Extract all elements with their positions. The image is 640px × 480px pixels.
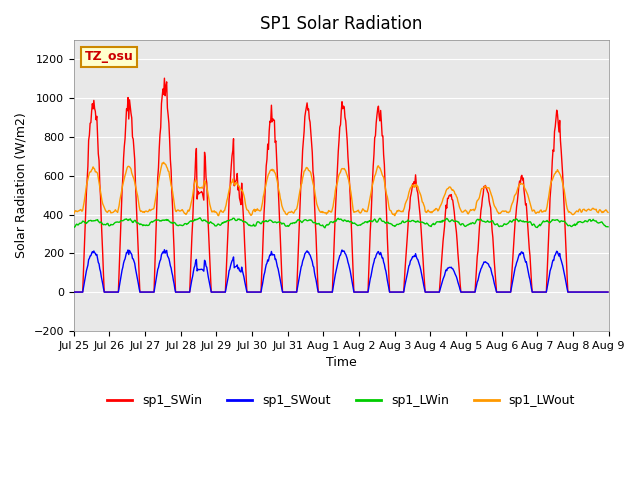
Y-axis label: Solar Radiation (W/m2): Solar Radiation (W/m2) [15,113,28,258]
Title: SP1 Solar Radiation: SP1 Solar Radiation [260,15,422,33]
Text: TZ_osu: TZ_osu [84,50,133,63]
Legend: sp1_SWin, sp1_SWout, sp1_LWin, sp1_LWout: sp1_SWin, sp1_SWout, sp1_LWin, sp1_LWout [102,389,580,412]
X-axis label: Time: Time [326,356,356,369]
